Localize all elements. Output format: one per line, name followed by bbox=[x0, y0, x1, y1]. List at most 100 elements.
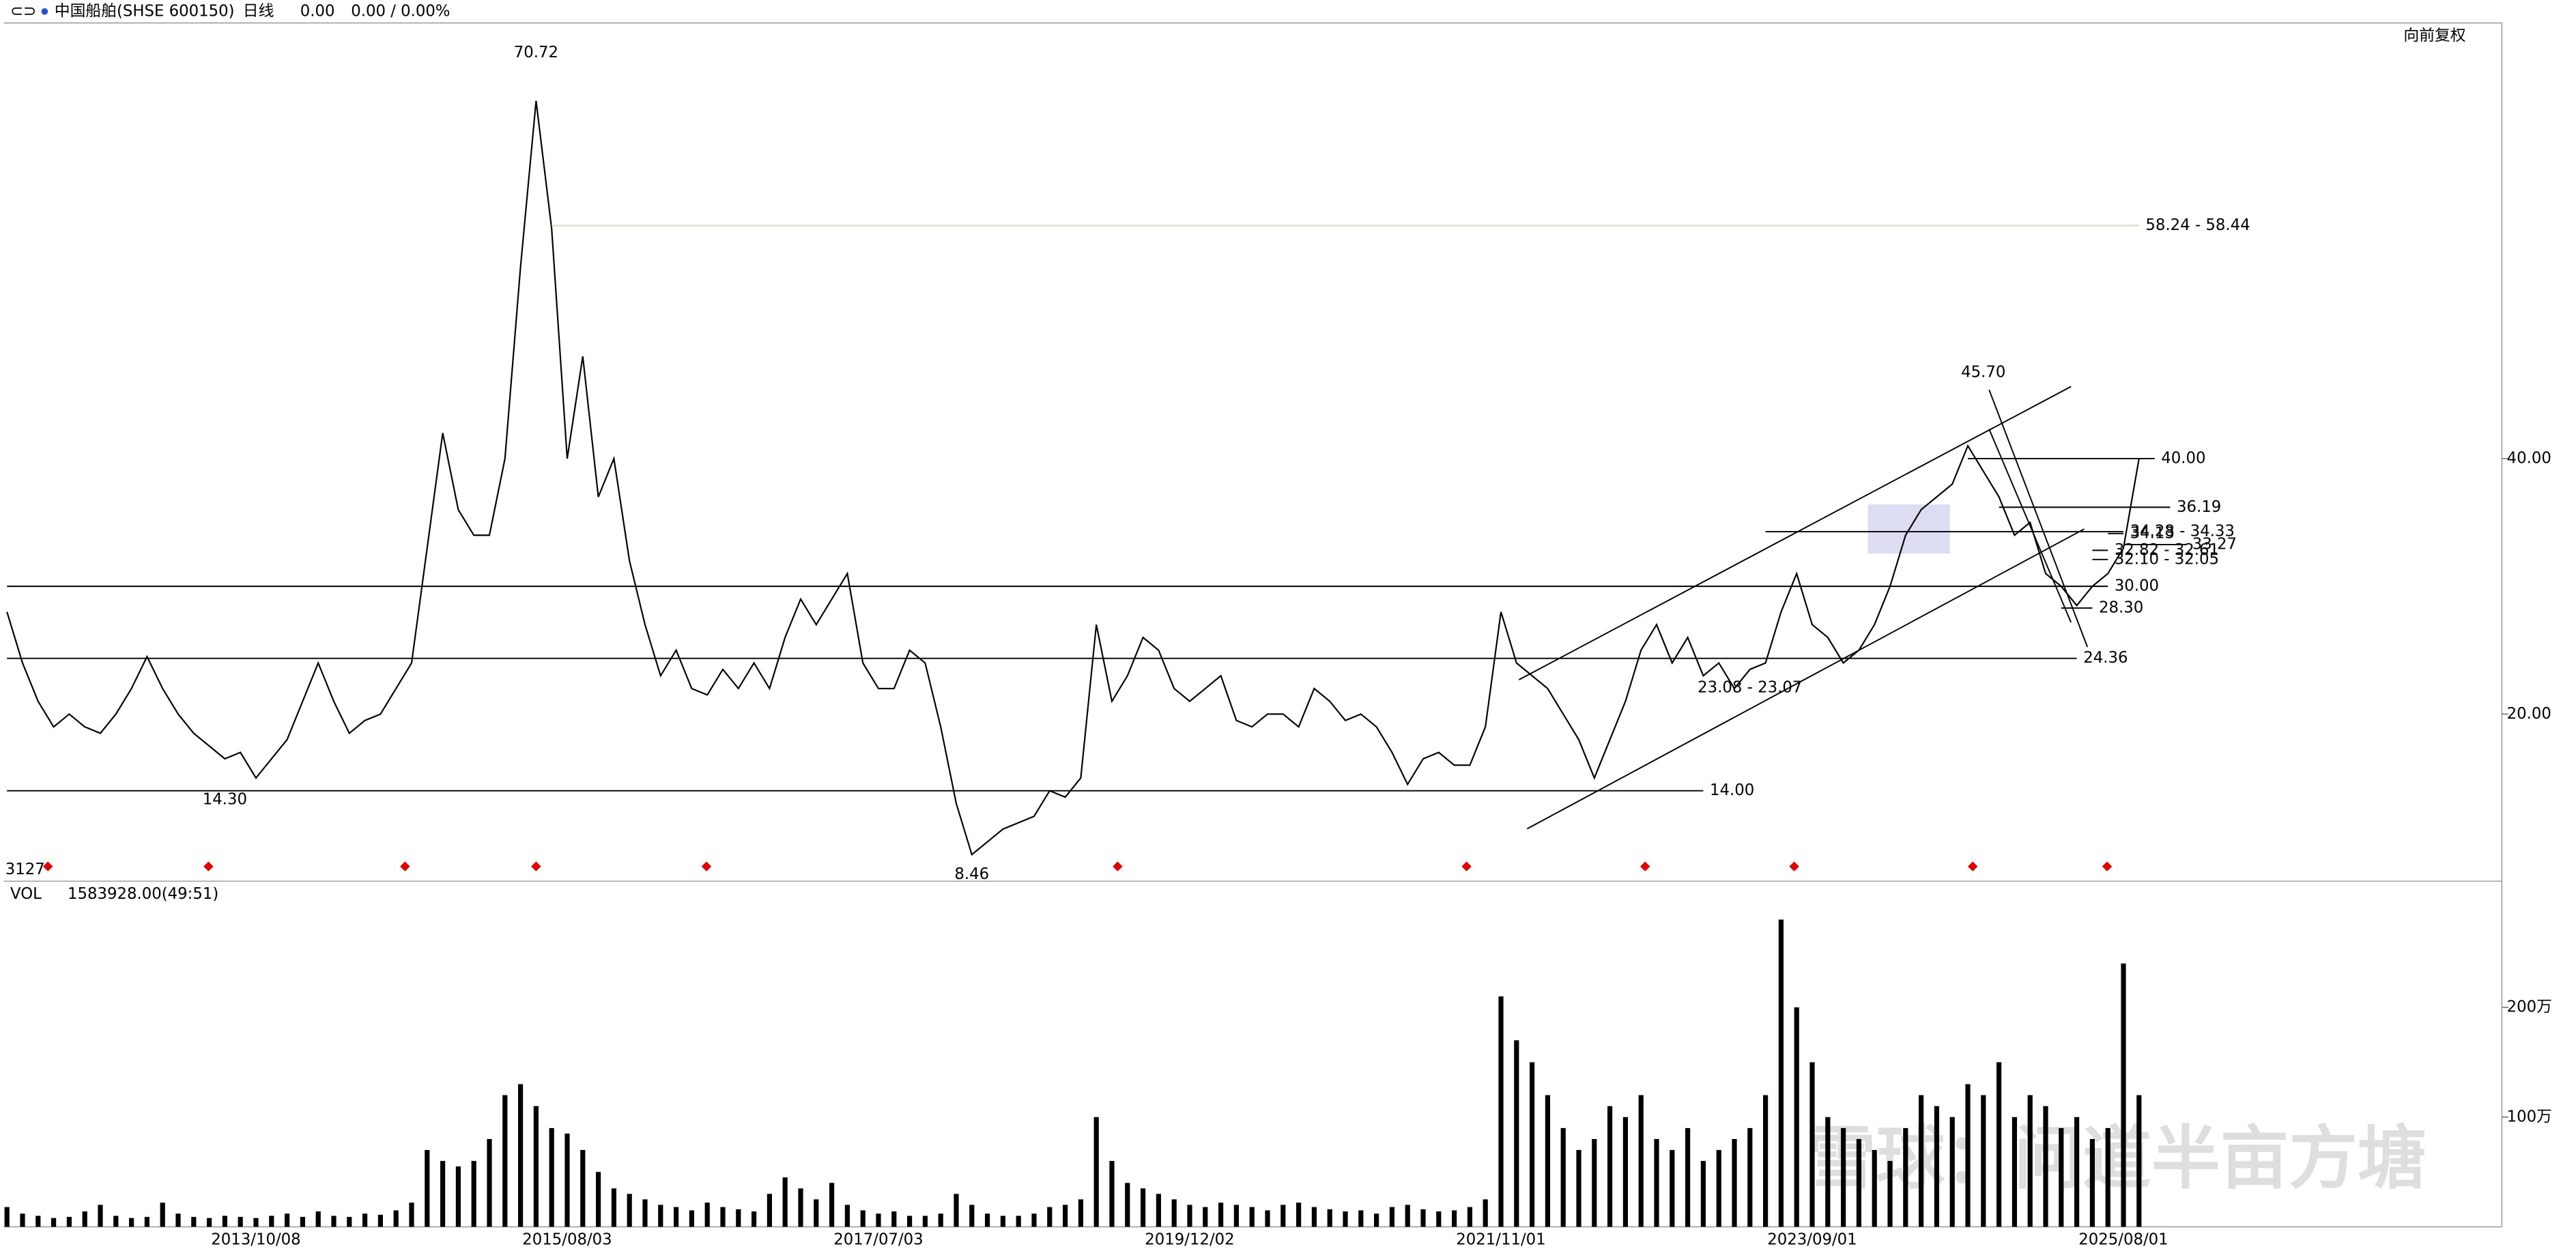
volume-bar bbox=[51, 1218, 57, 1227]
volume-bar bbox=[82, 1211, 87, 1227]
volume-bar bbox=[1047, 1207, 1053, 1227]
volume-bar bbox=[1841, 1127, 1846, 1227]
volume-bar bbox=[642, 1199, 648, 1227]
volume-bar bbox=[1233, 1205, 1239, 1227]
background bbox=[3, 0, 2573, 1253]
volume-bar bbox=[1420, 1209, 1426, 1227]
volume-bar bbox=[315, 1211, 321, 1227]
volume-bar bbox=[1856, 1138, 1861, 1227]
down-line bbox=[1988, 389, 2089, 648]
volume-bar bbox=[1934, 1106, 1939, 1227]
volume-bar bbox=[752, 1211, 757, 1227]
point-label: 70.72 bbox=[514, 44, 558, 61]
marker bbox=[1968, 861, 1978, 872]
volume-bar bbox=[1000, 1215, 1005, 1227]
volume-bar bbox=[1203, 1207, 1208, 1227]
symbol-dot bbox=[41, 8, 48, 15]
volume-bar bbox=[238, 1217, 243, 1227]
marker bbox=[531, 861, 541, 872]
volume-bar bbox=[4, 1207, 10, 1227]
volume-bar bbox=[1576, 1150, 1582, 1227]
trend-lines bbox=[1518, 386, 2089, 830]
volume-bar bbox=[736, 1209, 741, 1227]
volume-bar bbox=[876, 1213, 881, 1227]
volume-bar bbox=[2136, 1095, 2142, 1227]
volume-bar bbox=[1763, 1095, 1769, 1227]
volume-bar bbox=[611, 1188, 616, 1227]
volume-bar bbox=[191, 1217, 197, 1227]
volume-bar bbox=[2059, 1127, 2064, 1227]
volume-bar bbox=[502, 1095, 508, 1227]
volume-bar bbox=[1296, 1202, 1302, 1227]
volume-bar bbox=[2027, 1095, 2033, 1227]
volume-bar bbox=[409, 1202, 414, 1227]
volume-bar bbox=[1389, 1207, 1394, 1227]
volume-bar bbox=[2121, 963, 2126, 1227]
volume-bar bbox=[922, 1215, 928, 1227]
volume-bar bbox=[844, 1205, 850, 1227]
period[interactable]: 日线 bbox=[243, 2, 274, 20]
volume-bar bbox=[1374, 1213, 1379, 1227]
volume-bar bbox=[1997, 1062, 2002, 1227]
adjust[interactable]: 向前复权 bbox=[2403, 27, 2465, 44]
volume-bar bbox=[1654, 1138, 1659, 1227]
volume-bar bbox=[2105, 1127, 2110, 1227]
level-label: 36.19 bbox=[2177, 498, 2221, 516]
volume-bar bbox=[285, 1213, 290, 1227]
volume-bar bbox=[891, 1211, 897, 1227]
volume-bar bbox=[1327, 1209, 1332, 1227]
volume-bar bbox=[362, 1213, 368, 1227]
volume-bar bbox=[425, 1150, 430, 1227]
level-label: 40.00 bbox=[2161, 449, 2205, 467]
volume-bar bbox=[1607, 1106, 1613, 1227]
menu-icon[interactable]: ⊂⊃ bbox=[10, 2, 36, 20]
level-label: 33.27 bbox=[2192, 535, 2237, 553]
volume-bar bbox=[1965, 1084, 1971, 1227]
volume-bar bbox=[144, 1217, 149, 1227]
volume-bar bbox=[1778, 919, 1784, 1227]
x-tick-label: 2019/12/02 bbox=[1145, 1230, 1234, 1248]
level-label: 58.24 - 58.44 bbox=[2145, 216, 2250, 234]
volume-bar bbox=[767, 1194, 772, 1227]
volume-bar bbox=[1265, 1210, 1270, 1227]
volume-bar bbox=[2043, 1106, 2048, 1227]
marker bbox=[400, 861, 410, 872]
x-tick-label: 2015/08/03 bbox=[522, 1230, 612, 1248]
vol-title[interactable]: VOL bbox=[10, 885, 42, 903]
volume-bar bbox=[1747, 1127, 1753, 1227]
volume-bar bbox=[222, 1215, 227, 1227]
volume-bar bbox=[2089, 1138, 2095, 1227]
watermark: 雪球：问道半亩方塘 bbox=[1807, 1118, 2427, 1198]
volume-bar bbox=[269, 1215, 274, 1227]
volume-bar bbox=[393, 1210, 399, 1227]
y-tick-label: 40.00 bbox=[2507, 449, 2551, 467]
volume-bar bbox=[1514, 1040, 1519, 1227]
marker bbox=[1113, 861, 1123, 872]
volume-bar bbox=[377, 1214, 383, 1227]
volume-bar bbox=[1343, 1211, 1348, 1227]
volume-bar bbox=[798, 1188, 803, 1227]
volume-bar bbox=[782, 1177, 788, 1227]
volume-bar bbox=[1452, 1210, 1457, 1227]
volume-bar bbox=[1125, 1183, 1130, 1227]
volume-bar bbox=[1872, 1150, 1877, 1227]
volume-bar bbox=[1405, 1205, 1410, 1227]
volume-bar bbox=[1903, 1127, 1908, 1227]
volume-bar bbox=[1483, 1199, 1488, 1227]
volume-bar bbox=[1109, 1161, 1115, 1227]
volume-bar bbox=[829, 1183, 835, 1227]
volume-bar bbox=[160, 1202, 165, 1227]
volume-bar bbox=[1093, 1117, 1099, 1227]
volume-bar bbox=[1809, 1062, 1815, 1227]
volume-bar bbox=[985, 1213, 990, 1227]
symbol[interactable]: 中国船舶(SHSE 600150) bbox=[55, 2, 235, 20]
volume-bar bbox=[549, 1127, 554, 1227]
point-label: 45.70 bbox=[1961, 364, 2005, 381]
volume-bar bbox=[938, 1213, 943, 1227]
volume-bar bbox=[253, 1218, 259, 1227]
volume-bar bbox=[596, 1172, 601, 1227]
volume-bar bbox=[35, 1215, 41, 1227]
marker bbox=[203, 861, 214, 872]
